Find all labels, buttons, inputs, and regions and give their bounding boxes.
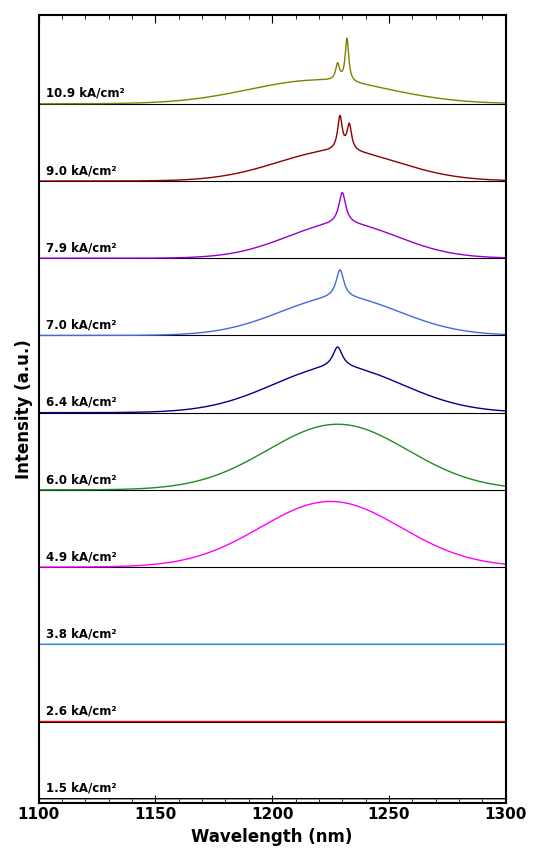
Y-axis label: Intensity (a.u.): Intensity (a.u.) [15,339,33,479]
Text: 2.6 kA/cm²: 2.6 kA/cm² [46,704,116,718]
Text: 7.0 kA/cm²: 7.0 kA/cm² [46,319,116,331]
Text: 10.9 kA/cm²: 10.9 kA/cm² [46,87,124,100]
Text: 1.5 kA/cm²: 1.5 kA/cm² [46,782,116,795]
X-axis label: Wavelength (nm): Wavelength (nm) [191,828,353,846]
Text: 6.4 kA/cm²: 6.4 kA/cm² [46,396,116,409]
Text: 9.0 kA/cm²: 9.0 kA/cm² [46,164,116,177]
Text: 3.8 kA/cm²: 3.8 kA/cm² [46,628,116,641]
Text: 4.9 kA/cm²: 4.9 kA/cm² [46,550,116,563]
Text: 7.9 kA/cm²: 7.9 kA/cm² [46,241,116,254]
Text: 6.0 kA/cm²: 6.0 kA/cm² [46,473,116,486]
